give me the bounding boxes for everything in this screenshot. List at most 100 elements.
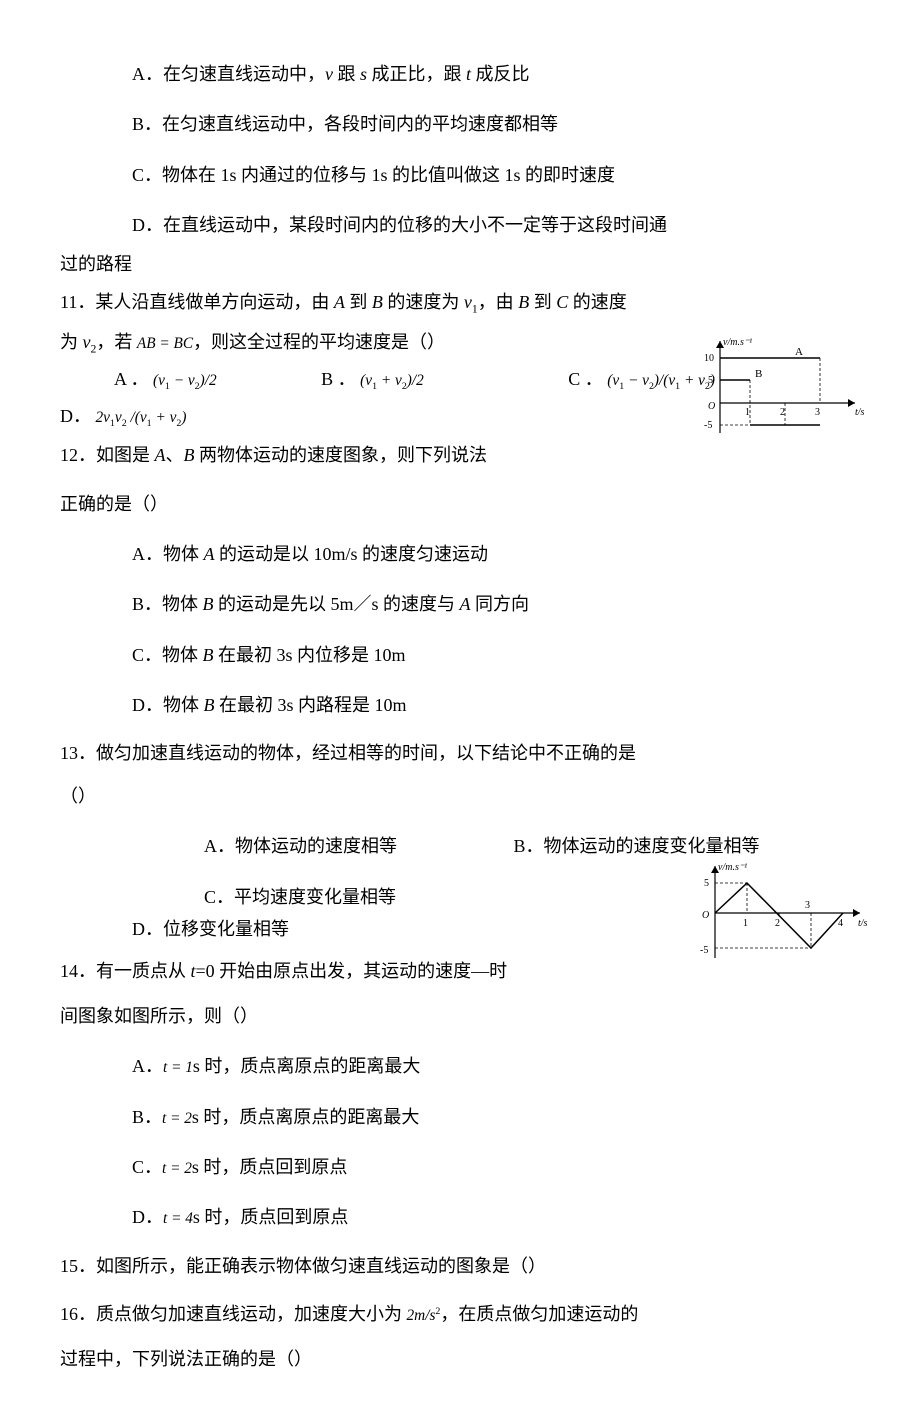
svg-text:4: 4 xyxy=(838,918,843,929)
svg-text:2: 2 xyxy=(775,918,780,929)
q14-optC-pre: C． xyxy=(132,1157,162,1177)
q12-B: B xyxy=(184,445,195,465)
q10-opt-d: D．在直线运动中，某段时间内的位移的大小不一定等于这段时间通 xyxy=(60,209,860,241)
q14-optA-pre: A． xyxy=(132,1056,163,1076)
q14-optD-t: t = 4 xyxy=(163,1210,193,1227)
svg-text:2: 2 xyxy=(780,407,785,418)
q14-optC: C．t = 2s 时，质点回到原点 xyxy=(60,1151,860,1183)
q16-s2: ，在质点做匀加速运动的 xyxy=(440,1304,638,1324)
fig2-svg: v/m.s⁻¹ t/s 5 O -5 1 2 3 4 xyxy=(690,858,870,968)
q12-optB-end: 的运动是先以 5m／s 的速度与 xyxy=(214,594,460,614)
q12-optA-a: A xyxy=(204,544,215,564)
q11-s5: 到 xyxy=(529,292,556,312)
q11-stem: 11．某人沿直线做单方向运动，由 A 到 B 的速度为 v1，由 B 到 C 的… xyxy=(60,286,860,320)
svg-text:1: 1 xyxy=(743,918,748,929)
q11-s9: ，则这全过程的平均速度是（） xyxy=(193,332,445,352)
q12-s3: 两物体运动的速度图象，则下列说法 xyxy=(195,445,488,465)
q12-optC-b: B xyxy=(203,645,214,665)
q16-accel: 2m/s2 xyxy=(407,1307,441,1324)
q12-A: A xyxy=(155,445,166,465)
q12-stem2: 正确的是（） xyxy=(60,488,860,520)
svg-text:5: 5 xyxy=(708,375,713,386)
q10-opt-c: C．物体在 1s 内通过的位移与 1s 的比值叫做这 1s 的即时速度 xyxy=(60,159,860,191)
q11-s3: 的速度为 xyxy=(383,292,464,312)
q14-optA: A．t = 1s 时，质点离原点的距离最大 xyxy=(60,1050,860,1082)
q11-A: A xyxy=(334,292,345,312)
q12-optB-b: B xyxy=(203,594,214,614)
q10-a-mid: 跟 xyxy=(333,64,360,84)
q11-optA-pre: A ． xyxy=(114,369,149,389)
q12-optD-b: B xyxy=(204,695,215,715)
q11-optB-math: (v1 + v2)/2 xyxy=(360,372,424,389)
q13-stem2: （） xyxy=(60,780,860,812)
svg-text:A: A xyxy=(795,346,803,358)
q12-optD: D．物体 B 在最初 3s 内路程是 10m xyxy=(60,689,860,721)
q14-optA-t: t = 1 xyxy=(163,1059,193,1076)
svg-text:-5: -5 xyxy=(704,420,712,431)
svg-text:5: 5 xyxy=(704,878,709,889)
q14-s2: =0 开始由原点出发，其运动的速度—时 xyxy=(196,961,508,981)
q11-s6: 的速度 xyxy=(568,292,627,312)
svg-text:O: O xyxy=(702,910,709,921)
q11-optC-pre: C ． xyxy=(568,369,603,389)
q10-opt-a: A．在匀速直线运动中，v 跟 s 成正比，跟 t 成反比 xyxy=(60,58,860,90)
svg-text:v/m.s⁻¹: v/m.s⁻¹ xyxy=(723,337,752,348)
q11-optB-pre: B ． xyxy=(321,369,356,389)
svg-text:-5: -5 xyxy=(700,945,708,956)
q11-s4: ，由 xyxy=(478,292,519,312)
q10-opt-d2: 过的路程 xyxy=(60,248,860,280)
svg-text:t/s: t/s xyxy=(855,407,865,418)
q11-optB: B ． (v1 + v2)/2 xyxy=(321,369,424,389)
q14-stem2: 间图象如图所示，则（） xyxy=(60,1000,860,1032)
q11-optA: A ． (v1 − v2)/2 xyxy=(114,369,217,389)
q11-optA-math: (v1 − v2)/2 xyxy=(153,372,217,389)
q14-s1: 14．有一质点从 xyxy=(60,961,191,981)
q15-stem: 15．如图所示，能正确表示物体做匀速直线运动的图象是（） xyxy=(60,1250,860,1282)
fig1-svg: v/m.s⁻¹ t/s 10 5 O -5 1 2 3 A B xyxy=(690,333,870,443)
q13-optA: A．物体运动的速度相等 xyxy=(132,830,397,862)
velocity-time-graph-2: v/m.s⁻¹ t/s 5 O -5 1 2 3 4 xyxy=(690,858,870,978)
svg-text:t/s: t/s xyxy=(858,918,868,929)
q12-s1: 12．如图是 xyxy=(60,445,155,465)
q14-optB-t: t = 2 xyxy=(162,1110,192,1127)
q12-optB: B．物体 B 的运动是先以 5m／s 的速度与 A 同方向 xyxy=(60,588,860,620)
q12-optD-end: 在最初 3s 内路程是 10m xyxy=(215,695,407,715)
q11-abbc: AB = BC xyxy=(137,335,193,352)
svg-text:v/m.s⁻¹: v/m.s⁻¹ xyxy=(718,862,747,873)
svg-text:O: O xyxy=(708,401,715,412)
q11-s7: 为 xyxy=(60,332,83,352)
q12-optA-pre: A．物体 xyxy=(132,544,204,564)
q12-optA-end: 的运动是以 10m/s 的速度匀速运动 xyxy=(215,544,489,564)
q11-C: C xyxy=(556,292,568,312)
q14-optD-pre: D． xyxy=(132,1207,163,1227)
q12-optD-pre: D．物体 xyxy=(132,695,204,715)
q10-a-s: s xyxy=(360,64,367,84)
velocity-time-graph-1: v/m.s⁻¹ t/s 10 5 O -5 1 2 3 A B xyxy=(690,333,870,453)
q14-optC-end: s 时，质点回到原点 xyxy=(192,1157,348,1177)
q16-s1: 16．质点做匀加速直线运动，加速度大小为 xyxy=(60,1304,407,1324)
q16-stem: 16．质点做匀加速直线运动，加速度大小为 2m/s2，在质点做匀加速运动的 xyxy=(60,1298,860,1330)
q11-s2: 到 xyxy=(345,292,372,312)
q14-optD-end: s 时，质点回到原点 xyxy=(193,1207,349,1227)
q13-optD: D．位移变化量相等 xyxy=(60,913,289,945)
q14-optD: D．t = 4s 时，质点回到原点 xyxy=(60,1201,860,1233)
q12-optB-a: A xyxy=(460,594,471,614)
q12-optC-end: 在最初 3s 内位移是 10m xyxy=(214,645,406,665)
q13-optC: C．平均速度变化量相等 xyxy=(132,881,396,913)
q12-optC: C．物体 B 在最初 3s 内位移是 10m xyxy=(60,639,860,671)
q13-stem: 13．做匀加速直线运动的物体，经过相等的时间，以下结论中不正确的是 xyxy=(60,737,860,769)
q12-optC-pre: C．物体 xyxy=(132,645,203,665)
q12-optB-pre: B．物体 xyxy=(132,594,203,614)
q14-optC-t: t = 2 xyxy=(162,1160,192,1177)
q14-optA-end: s 时，质点离原点的距离最大 xyxy=(193,1056,421,1076)
q11-v1: v1 xyxy=(464,292,478,312)
q10-opt-b: B．在匀速直线运动中，各段时间内的平均速度都相等 xyxy=(60,108,860,140)
q10-a-mid2: 成正比，跟 xyxy=(367,64,466,84)
q11-B: B xyxy=(372,292,383,312)
svg-text:10: 10 xyxy=(704,353,714,364)
q11-optD-pre: D． xyxy=(60,406,91,426)
svg-text:3: 3 xyxy=(805,900,810,911)
q11-B2: B xyxy=(518,292,529,312)
q10-a-v: v xyxy=(325,64,333,84)
svg-text:3: 3 xyxy=(815,407,820,418)
